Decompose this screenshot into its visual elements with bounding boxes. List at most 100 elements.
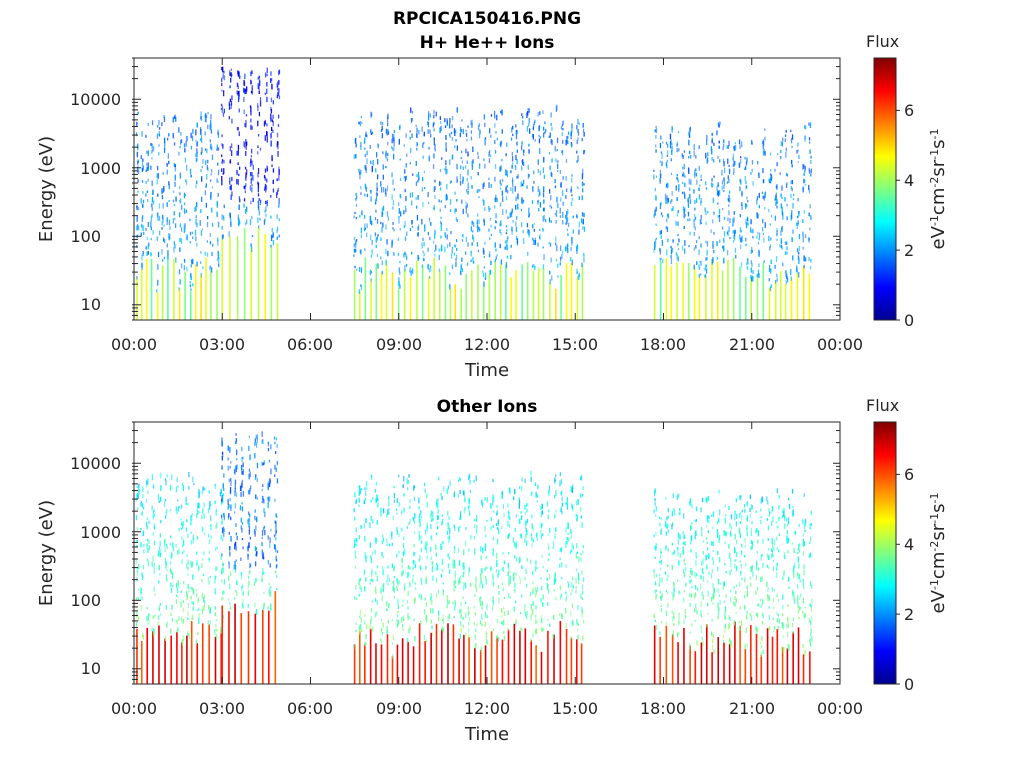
flux-mark: [444, 235, 447, 238]
flux-mark: [505, 232, 508, 235]
flux-mark: [455, 262, 457, 268]
flux-mark: [142, 503, 144, 508]
flux-mark: [696, 261, 698, 265]
flux-mark: [360, 115, 363, 118]
flux-mark: [442, 614, 444, 621]
flux-mark: [360, 525, 362, 529]
flux-mark: [700, 174, 702, 178]
flux-mark: [216, 546, 218, 550]
flux-mark: [660, 621, 662, 624]
flux-mark: [506, 173, 509, 177]
flux-mark: [387, 152, 389, 157]
flux-mark: [402, 618, 405, 622]
flux-mark: [264, 209, 266, 213]
x-tick-label: 06:00: [287, 335, 333, 354]
flux-mark: [583, 183, 585, 186]
flux-mark: [786, 278, 789, 283]
flux-mark: [264, 512, 266, 518]
flux-mark: [580, 493, 582, 498]
flux-mark: [247, 519, 249, 524]
flux-mark: [270, 78, 272, 83]
flux-mark: [441, 521, 443, 526]
flux-mark: [725, 571, 727, 574]
flux-mark: [158, 500, 160, 503]
flux-mark: [559, 262, 561, 266]
flux-mark: [187, 502, 189, 506]
spectrum-column: [190, 476, 195, 684]
flux-mark: [141, 512, 143, 517]
flux-mark: [518, 558, 520, 564]
spectrum-column: [479, 499, 484, 684]
flux-mark: [511, 156, 514, 162]
flux-mark: [192, 537, 194, 544]
flux-mark: [567, 538, 570, 542]
flux-mark: [141, 264, 143, 267]
flux-mark: [506, 238, 508, 242]
flux-mark: [723, 245, 725, 251]
flux-mark: [261, 461, 263, 467]
spectrum-column: [548, 112, 553, 320]
flux-mark: [567, 222, 570, 228]
flux-mark: [507, 189, 509, 194]
flux-mark: [541, 510, 543, 515]
flux-mark: [653, 169, 655, 172]
flux-mark: [251, 184, 253, 187]
flux-mark: [377, 174, 379, 180]
flux-mark: [734, 533, 736, 540]
flux-mark: [484, 545, 487, 552]
flux-mark: [707, 602, 709, 607]
flux-mark: [577, 621, 579, 625]
flux-mark: [448, 599, 450, 604]
flux-mark: [688, 131, 690, 136]
flux-mark: [163, 237, 165, 242]
flux-mark: [364, 248, 366, 251]
flux-mark: [555, 236, 557, 242]
flux-mark: [376, 253, 379, 258]
flux-mark: [145, 228, 147, 231]
flux-mark: [202, 158, 204, 164]
flux-mark: [369, 144, 371, 149]
flux-mark: [354, 516, 356, 521]
flux-mark: [450, 131, 453, 135]
flux-mark: [693, 264, 695, 270]
flux-mark: [706, 257, 708, 261]
flux-mark: [770, 173, 772, 176]
flux-mark: [175, 116, 177, 122]
flux-mark: [207, 605, 210, 610]
flux-mark: [421, 242, 423, 249]
flux-mark: [263, 174, 266, 179]
flux-mark: [775, 279, 777, 284]
flux-mark: [215, 510, 217, 516]
flux-mark: [693, 214, 696, 217]
flux-mark: [683, 226, 685, 229]
flux-mark: [707, 496, 709, 502]
flux-mark: [509, 516, 511, 520]
flux-mark: [200, 272, 202, 278]
flux-mark: [561, 576, 563, 580]
flux-mark: [797, 142, 799, 147]
flux-mark: [490, 517, 492, 522]
flux-mark: [540, 577, 542, 580]
flux-mark: [376, 565, 379, 569]
flux-mark: [171, 617, 173, 622]
flux-mark: [713, 175, 715, 178]
flux-mark: [249, 161, 252, 167]
flux-mark: [211, 267, 213, 273]
flux-mark: [229, 160, 231, 163]
flux-mark: [687, 204, 690, 208]
flux-mark: [658, 516, 661, 519]
flux-mark: [408, 474, 410, 478]
flux-mark: [200, 261, 202, 264]
flux-mark: [421, 264, 423, 268]
flux-mark: [376, 494, 378, 500]
flux-mark: [743, 504, 746, 508]
flux-mark: [196, 148, 198, 154]
flux-mark: [192, 283, 194, 287]
flux-mark: [734, 160, 736, 166]
flux-mark: [562, 176, 564, 180]
flux-mark: [209, 506, 211, 510]
flux-mark: [426, 617, 428, 623]
flux-mark: [392, 634, 395, 640]
flux-mark: [150, 142, 152, 146]
flux-mark: [730, 597, 732, 603]
